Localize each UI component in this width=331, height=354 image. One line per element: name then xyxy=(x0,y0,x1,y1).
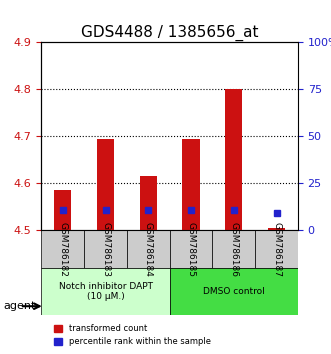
FancyBboxPatch shape xyxy=(41,268,169,315)
Text: DMSO control: DMSO control xyxy=(203,287,265,296)
FancyBboxPatch shape xyxy=(255,230,298,268)
Bar xyxy=(97,138,114,230)
FancyBboxPatch shape xyxy=(84,230,127,268)
Bar xyxy=(140,176,157,230)
Text: GSM786187: GSM786187 xyxy=(272,222,281,276)
Text: GSM786182: GSM786182 xyxy=(58,222,67,276)
FancyBboxPatch shape xyxy=(169,268,298,315)
Text: agent: agent xyxy=(3,301,36,311)
FancyBboxPatch shape xyxy=(213,230,255,268)
Text: Notch inhibitor DAPT
(10 μM.): Notch inhibitor DAPT (10 μM.) xyxy=(59,282,153,301)
Bar xyxy=(54,190,71,230)
FancyBboxPatch shape xyxy=(41,230,84,268)
Bar xyxy=(182,138,200,230)
Text: GSM786184: GSM786184 xyxy=(144,222,153,276)
Bar xyxy=(268,228,285,230)
Legend: transformed count, percentile rank within the sample: transformed count, percentile rank withi… xyxy=(51,321,214,350)
FancyBboxPatch shape xyxy=(127,230,169,268)
Text: GSM786185: GSM786185 xyxy=(186,222,196,276)
FancyBboxPatch shape xyxy=(169,230,213,268)
Text: GSM786186: GSM786186 xyxy=(229,222,238,276)
Title: GDS4488 / 1385656_at: GDS4488 / 1385656_at xyxy=(81,25,259,41)
Text: GSM786183: GSM786183 xyxy=(101,222,110,276)
Bar xyxy=(225,89,242,230)
